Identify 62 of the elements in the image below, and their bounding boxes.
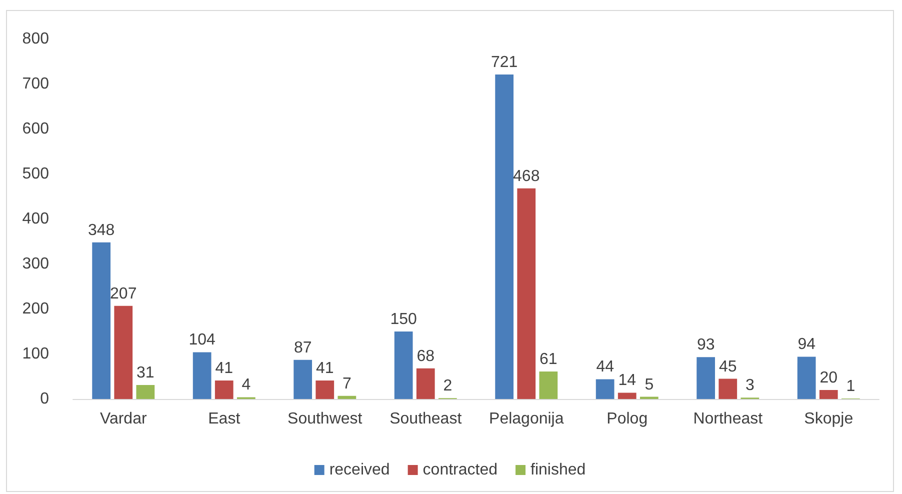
bar [495, 74, 514, 399]
bar [192, 352, 212, 399]
x-tick-label: Skopje [804, 410, 854, 428]
y-tick-label: 600 [22, 120, 50, 138]
data-label: 41 [215, 360, 234, 378]
y-tick-label: 800 [22, 30, 50, 48]
bar [517, 188, 536, 399]
x-tick-label: Southeast [390, 410, 462, 428]
bar [294, 360, 312, 399]
y-tick-label: 0 [40, 390, 50, 408]
data-label: 87 [294, 339, 312, 356]
data-label: 20 [820, 370, 838, 386]
x-tick-label: Pelagonija [489, 410, 564, 428]
y-tick-label: 300 [22, 256, 50, 272]
y-tick-label: 500 [22, 166, 50, 182]
bar [539, 372, 558, 399]
bar [92, 242, 111, 399]
bar [338, 396, 356, 399]
data-label: 4 [242, 376, 251, 394]
data-label: 44 [596, 358, 614, 376]
data-label: 721 [490, 54, 518, 72]
data-label: 3 [745, 377, 754, 394]
bar [797, 356, 816, 399]
bar [696, 357, 716, 399]
data-label: 207 [110, 285, 137, 302]
x-tick-label: East [208, 410, 241, 428]
data-label: 1 [846, 378, 856, 396]
y-tick-label: 700 [22, 76, 50, 92]
data-label: 68 [416, 348, 435, 365]
bar [136, 385, 155, 399]
bar [416, 368, 435, 399]
bar [596, 379, 614, 399]
bar [316, 380, 334, 399]
bar [819, 390, 838, 399]
data-label: 45 [718, 358, 737, 376]
data-label: 41 [316, 360, 334, 378]
data-label: 150 [390, 311, 418, 328]
x-tick-label: Northeast [693, 410, 764, 428]
data-label: 104 [188, 332, 216, 349]
legend-label: received [329, 462, 390, 478]
bar [718, 378, 738, 399]
bar [394, 332, 413, 399]
data-label: 14 [618, 372, 636, 390]
x-tick-label: Southwest [288, 410, 363, 428]
x-tick-label: Vardar [100, 410, 148, 428]
bar [214, 380, 234, 399]
legend-label: finished [530, 462, 586, 478]
data-label: 5 [644, 376, 654, 394]
bar [618, 392, 636, 399]
data-label: 61 [540, 351, 558, 368]
data-label: 348 [88, 222, 115, 239]
legend-label: contracted [422, 462, 498, 478]
y-tick-label: 200 [22, 300, 50, 318]
bar [114, 306, 133, 399]
y-tick-label: 100 [22, 346, 50, 362]
data-label: 94 [798, 336, 816, 354]
data-label: 2 [443, 378, 452, 395]
y-tick-label: 400 [22, 210, 50, 228]
data-label: 93 [696, 336, 715, 354]
data-label: 31 [136, 364, 154, 382]
data-label: 7 [342, 375, 352, 392]
x-tick-label: Polog [606, 410, 648, 428]
